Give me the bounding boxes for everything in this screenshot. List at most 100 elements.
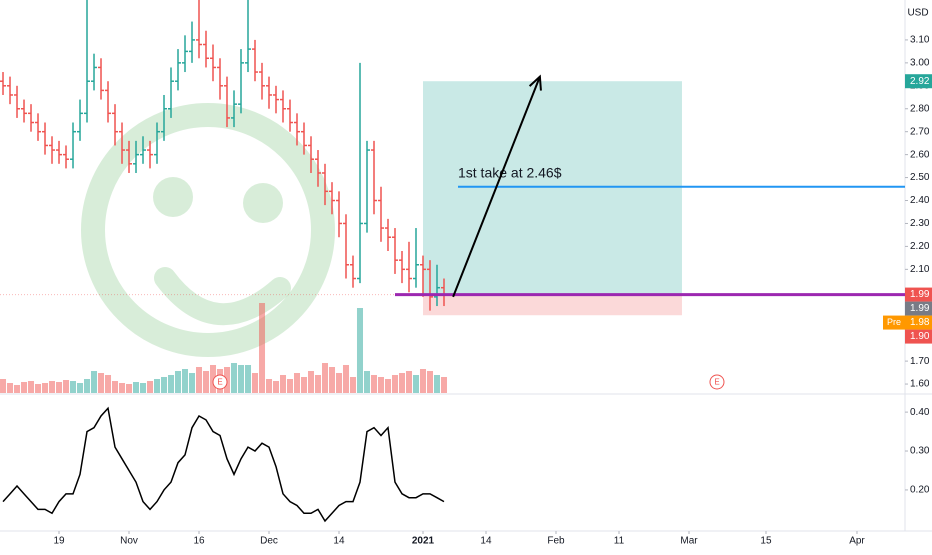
- price-label: 1.99: [910, 289, 930, 300]
- ohlc-bar: [419, 255, 426, 297]
- volume-bar: [405, 371, 412, 393]
- ohlc-bar: [84, 0, 91, 123]
- volume-bar: [133, 382, 140, 393]
- price-label: 1.99: [910, 303, 930, 314]
- ohlc-bar: [196, 0, 203, 59]
- ohlc-bar: [126, 140, 133, 173]
- ohlc-bar: [119, 122, 126, 164]
- arrow-head: [528, 74, 542, 91]
- ohlc-bar: [335, 191, 342, 238]
- ohlc-bar: [328, 182, 335, 215]
- ohlc-bar: [210, 44, 217, 82]
- volume-bar: [35, 384, 42, 393]
- volume-bar: [363, 371, 370, 393]
- price-label-box: [905, 301, 932, 316]
- volume-bar: [245, 365, 252, 393]
- ohlc-bar: [175, 49, 182, 91]
- price-label: 1.98: [910, 317, 930, 328]
- x-tick-label: 11: [614, 536, 625, 547]
- ohlc-bar: [245, 0, 252, 73]
- volume-bar: [307, 371, 314, 393]
- x-tick-label: Apr: [849, 536, 865, 547]
- ohlc-bar: [231, 90, 238, 128]
- ohlc-bar: [342, 214, 349, 279]
- ohlc-bar: [384, 218, 391, 251]
- volume-bar: [203, 371, 210, 393]
- volume-bar: [440, 377, 447, 393]
- volume-bar: [175, 371, 182, 393]
- ohlc-bar: [224, 76, 231, 128]
- ohlc-bar: [405, 241, 412, 293]
- ohlc-bar: [433, 264, 440, 307]
- earnings-marker: [212, 374, 228, 390]
- price-label-box: [905, 287, 932, 302]
- ohlc-bar: [363, 140, 370, 233]
- smiley-eye: [153, 177, 193, 217]
- volume-bar: [210, 365, 217, 393]
- volume-bar: [182, 369, 189, 393]
- volume-bar: [398, 373, 405, 393]
- volume-bar: [314, 375, 321, 393]
- volume-bar: [14, 385, 21, 393]
- ohlc-bar: [203, 30, 210, 68]
- ohlc-bar: [0, 72, 7, 95]
- ohlc-bar: [154, 122, 161, 164]
- ohlc-bar: [356, 62, 363, 284]
- price-label-box: [905, 329, 932, 344]
- ohlc-bar: [14, 85, 21, 118]
- indicator-tick-label: 0.30: [910, 446, 930, 457]
- indicator-tick-label: 0.20: [910, 485, 930, 496]
- volume-bar: [335, 373, 342, 393]
- volume-bar: [433, 375, 440, 393]
- earnings-label: E: [217, 378, 222, 387]
- ohlc-bar: [168, 67, 175, 118]
- volume-bar: [154, 379, 161, 393]
- volume-bar: [42, 383, 49, 393]
- volume-bar: [391, 375, 398, 393]
- volume-bar: [189, 373, 196, 393]
- ohlc-bar: [147, 140, 154, 169]
- earnings-label: E: [714, 378, 719, 387]
- volume-bar: [140, 383, 147, 393]
- y-tick-label: 3.00: [910, 58, 930, 69]
- ohlc-bar: [133, 140, 140, 173]
- volume-bar: [63, 380, 70, 393]
- volume-bar: [412, 375, 419, 393]
- volume-bar: [77, 383, 84, 393]
- volume-bar: [266, 379, 273, 393]
- ohlc-bar: [259, 62, 266, 100]
- x-tick-label: 19: [53, 536, 65, 547]
- ohlc-bar: [321, 163, 328, 206]
- ohlc-bar: [398, 250, 405, 284]
- x-tick-label: 15: [760, 536, 772, 547]
- x-tick-label: Feb: [547, 536, 565, 547]
- ohlc-bar: [238, 49, 245, 114]
- ohlc-bar: [140, 136, 147, 164]
- ohlc-bar: [112, 104, 119, 146]
- ohlc-bar: [391, 228, 398, 274]
- price-label: 2.92: [910, 76, 930, 87]
- volume-bar: [49, 381, 56, 393]
- ohlc-bar: [370, 140, 377, 215]
- volume-bar: [98, 373, 105, 393]
- volume-bar: [349, 377, 356, 393]
- y-tick-label: 2.70: [910, 126, 930, 137]
- ohlc-bar: [28, 104, 35, 132]
- x-tick-label: Mar: [680, 536, 698, 547]
- ohlc-bar: [294, 113, 301, 146]
- take-profit-label: 1st take at 2.46$: [458, 164, 562, 180]
- earnings-marker: [709, 374, 725, 390]
- volume-bar: [300, 377, 307, 393]
- volume-bar: [231, 363, 238, 393]
- y-tick-label: 2.30: [910, 218, 930, 229]
- volume-bar: [328, 367, 335, 393]
- y-tick-label: 2.80: [910, 103, 930, 114]
- volume-bar: [70, 381, 77, 393]
- ohlc-bar: [307, 136, 314, 173]
- y-tick-label: 3.10: [910, 35, 930, 46]
- smiley-mouth: [154, 267, 291, 326]
- y-tick-label: 1.70: [910, 356, 930, 367]
- ohlc-bar: [35, 113, 42, 141]
- ohlc-bar: [161, 94, 168, 141]
